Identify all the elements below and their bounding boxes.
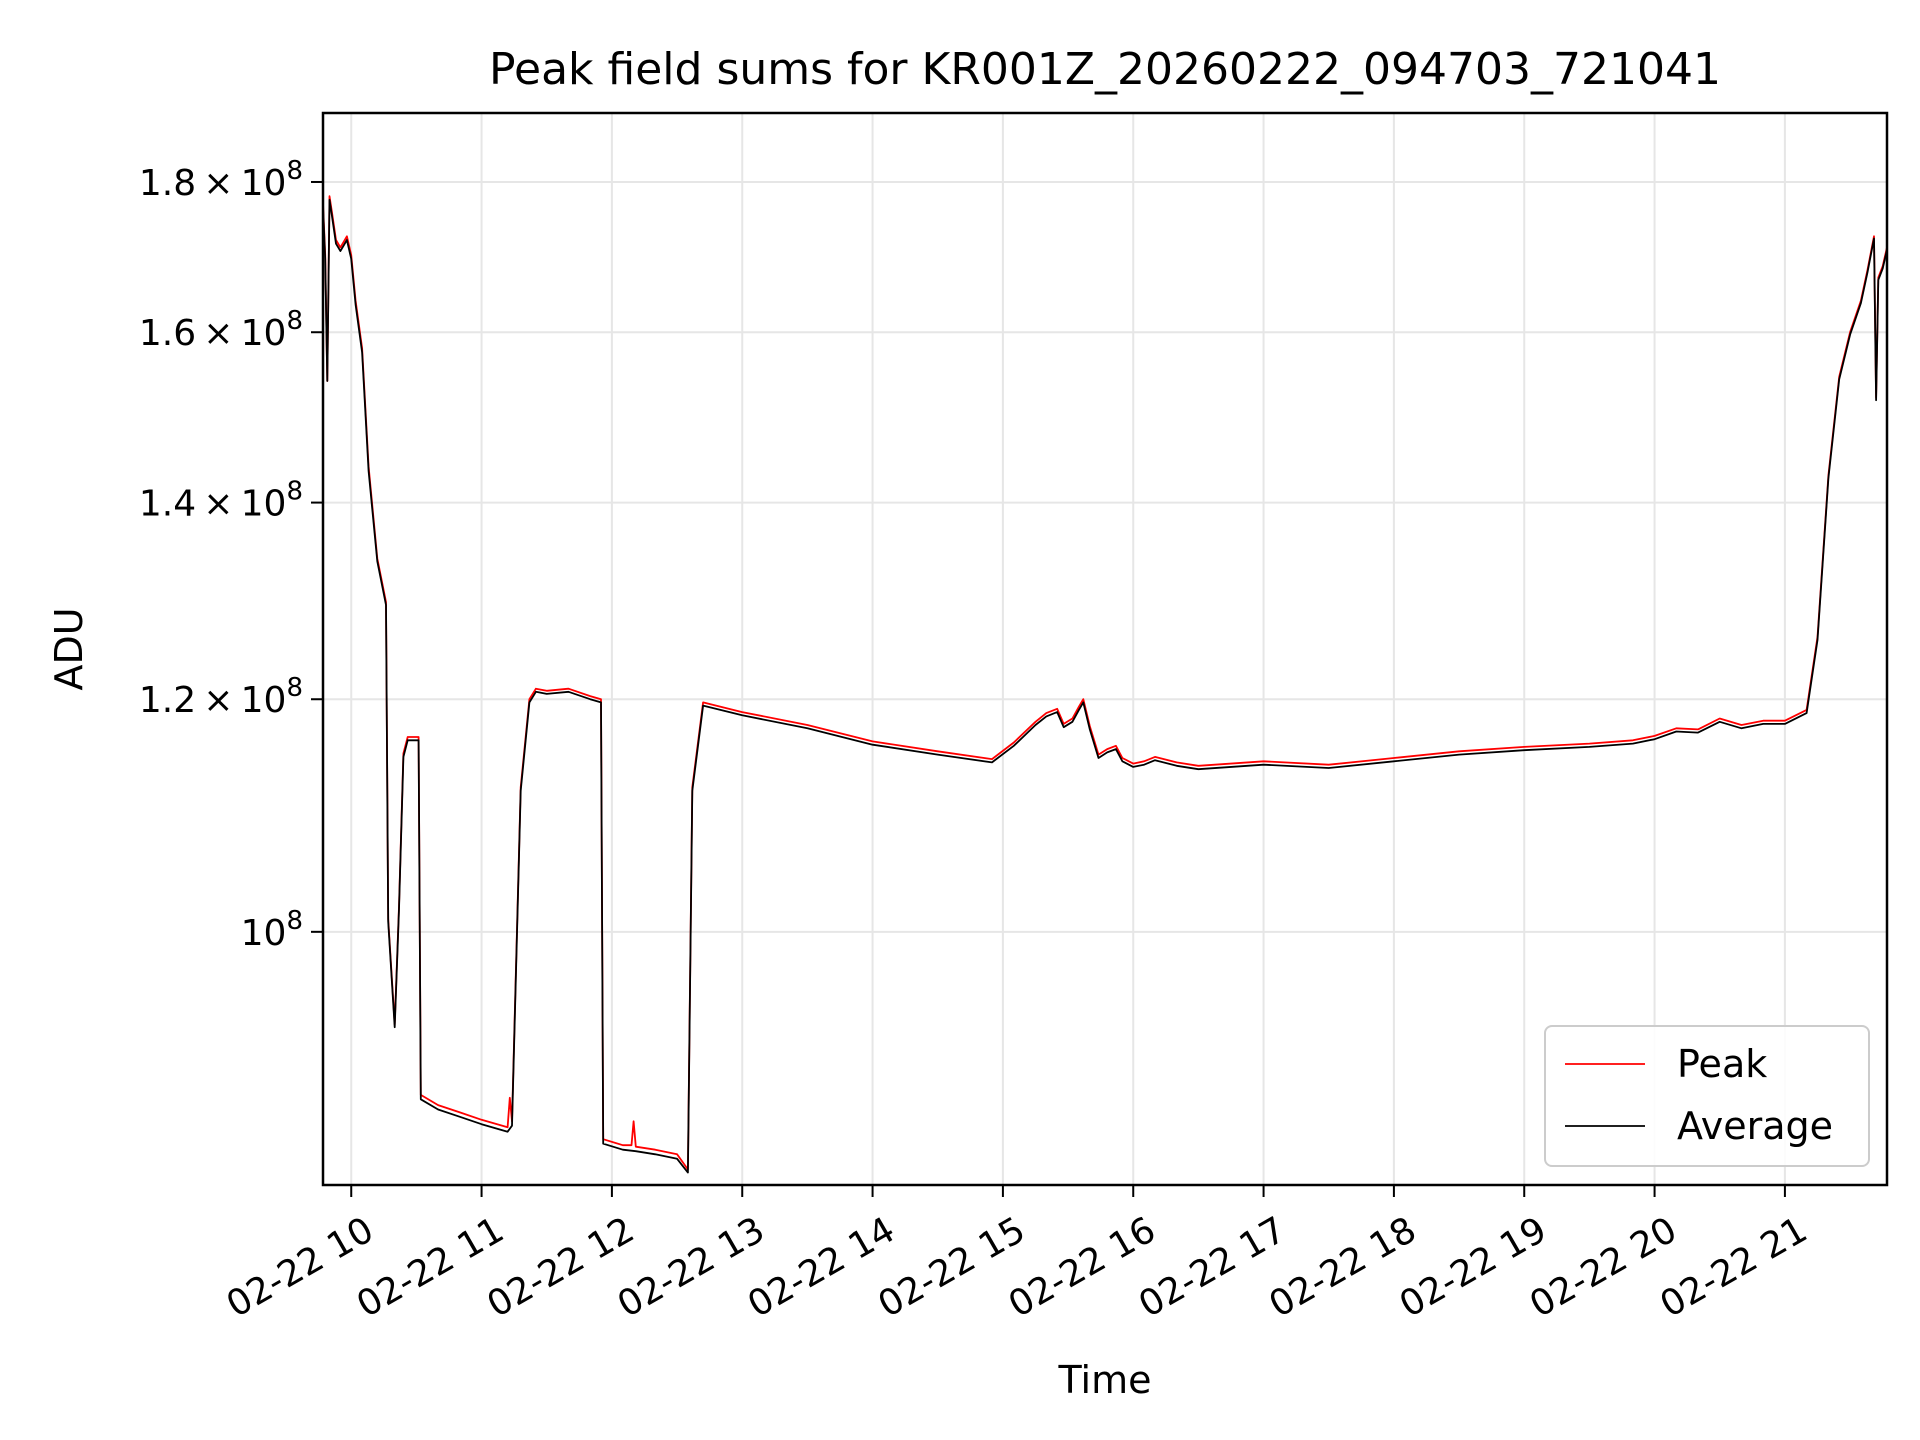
y-tick-label: 108 [241,906,303,954]
y-axis-label: ADU [47,607,91,690]
x-axis-label: Time [1058,1358,1152,1402]
y-tick-label: 1.2 × 108 [139,673,303,721]
plot-area [323,195,1887,1174]
chart-title: Peak field sums for KR001Z_20260222_0947… [489,44,1721,95]
y-axis: 108 1.2 × 108 1.4 × 108 1.6 × 108 1.8 × 108 [139,156,323,954]
legend-box [1544,1025,1870,1167]
legend-label-peak: Peak [1677,1042,1767,1086]
y-tick-label: 1.4 × 108 [139,477,303,525]
series-line-average [323,198,1887,1174]
y-tick-label: 1.8 × 108 [139,156,303,204]
axes-frame [321,111,1889,1187]
legend: Peak Average [1544,1025,1870,1167]
legend-label-average: Average [1677,1104,1833,1148]
grid [323,113,1887,1185]
y-tick-label: 1.6 × 108 [139,306,303,354]
